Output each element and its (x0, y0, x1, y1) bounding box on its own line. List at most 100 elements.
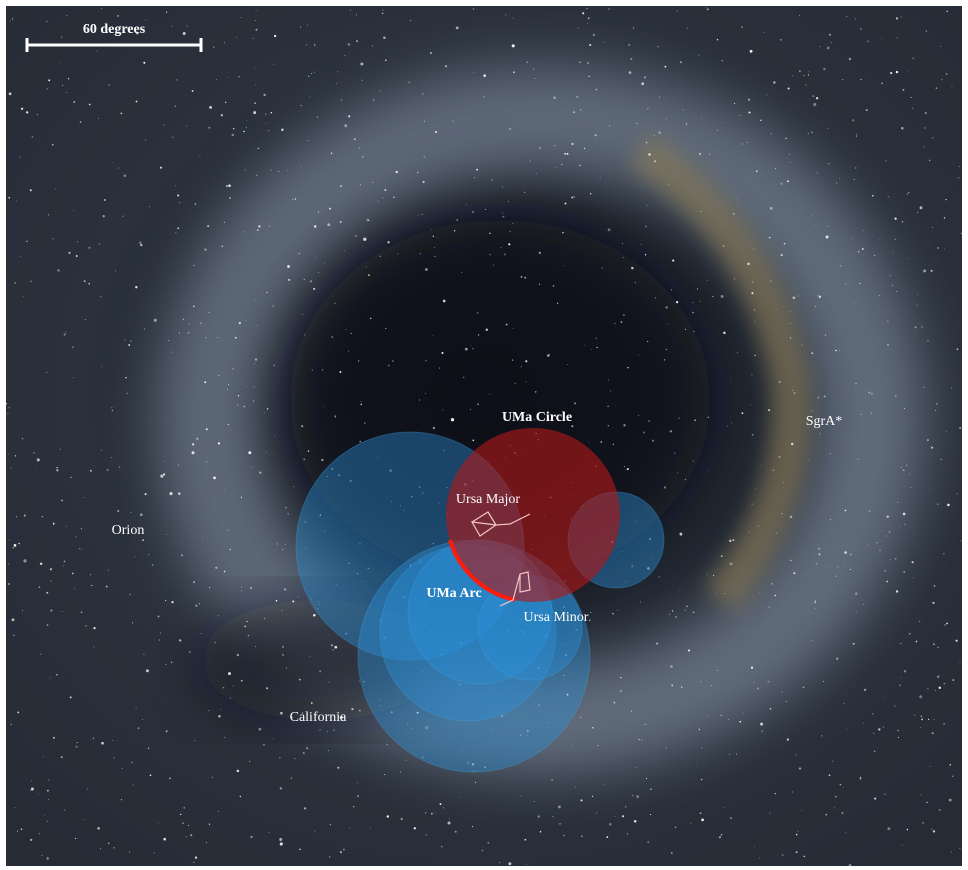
star (259, 728, 262, 731)
star (10, 724, 11, 725)
star (571, 745, 572, 746)
star (924, 387, 925, 388)
star (908, 70, 909, 71)
star (675, 827, 676, 828)
star (664, 359, 665, 360)
star (798, 831, 799, 832)
star (21, 828, 23, 830)
star (164, 124, 165, 125)
star (73, 210, 74, 211)
star (593, 34, 595, 36)
star (729, 754, 730, 755)
star (654, 160, 656, 162)
star (358, 360, 360, 362)
star (770, 708, 772, 710)
star (17, 711, 19, 713)
star (927, 688, 928, 689)
star (853, 643, 855, 645)
label: Ursa Major (456, 492, 520, 507)
star (61, 756, 63, 758)
star (111, 457, 112, 458)
star (666, 349, 667, 350)
star (350, 10, 351, 11)
star (776, 309, 777, 310)
star (941, 459, 942, 460)
star (60, 62, 61, 63)
star (923, 146, 924, 147)
star (244, 231, 245, 232)
star (839, 178, 840, 179)
star (263, 94, 265, 96)
star (589, 442, 590, 443)
star (88, 283, 89, 284)
star (52, 238, 53, 239)
star (213, 477, 216, 480)
star (792, 792, 793, 793)
star (589, 44, 591, 46)
star (470, 345, 471, 346)
star (808, 133, 809, 134)
star (792, 75, 793, 76)
star (906, 194, 907, 195)
star (206, 842, 207, 843)
star (784, 243, 786, 245)
star (547, 354, 550, 357)
star (608, 228, 611, 231)
star (414, 827, 416, 829)
star (473, 348, 474, 349)
label: Ursa Minor (524, 610, 589, 625)
star (930, 488, 931, 489)
star (50, 580, 51, 581)
star (755, 321, 756, 322)
star (685, 329, 686, 330)
star (230, 549, 231, 550)
star (499, 862, 500, 863)
star (254, 67, 255, 68)
star (647, 205, 648, 206)
star (12, 18, 13, 19)
star (224, 222, 225, 223)
star (512, 359, 513, 360)
star (686, 606, 687, 607)
star (158, 615, 160, 617)
star (285, 544, 286, 545)
star (77, 241, 78, 242)
star (921, 326, 923, 328)
star (698, 55, 699, 56)
star (638, 739, 639, 740)
star (874, 255, 875, 256)
star (175, 185, 176, 186)
star (886, 536, 887, 537)
star (100, 296, 101, 297)
star (318, 272, 319, 273)
star (97, 827, 99, 829)
star (353, 806, 354, 807)
star (308, 450, 309, 451)
star (235, 337, 237, 339)
star (93, 627, 95, 629)
star (160, 632, 161, 633)
star (707, 574, 708, 575)
star (670, 430, 672, 432)
star (609, 823, 612, 826)
star (228, 184, 231, 187)
star (713, 575, 714, 576)
star (631, 710, 632, 711)
star (250, 836, 252, 838)
star (213, 46, 214, 47)
star (292, 600, 294, 602)
star (844, 564, 845, 565)
star (40, 654, 41, 655)
star (224, 737, 225, 738)
star (149, 206, 150, 207)
star (512, 44, 515, 47)
star (85, 319, 86, 320)
star (721, 834, 722, 835)
star (692, 312, 694, 314)
star (887, 827, 890, 830)
star (658, 131, 661, 134)
star (790, 323, 791, 324)
star (332, 649, 333, 650)
star (692, 302, 693, 303)
star (340, 185, 342, 187)
